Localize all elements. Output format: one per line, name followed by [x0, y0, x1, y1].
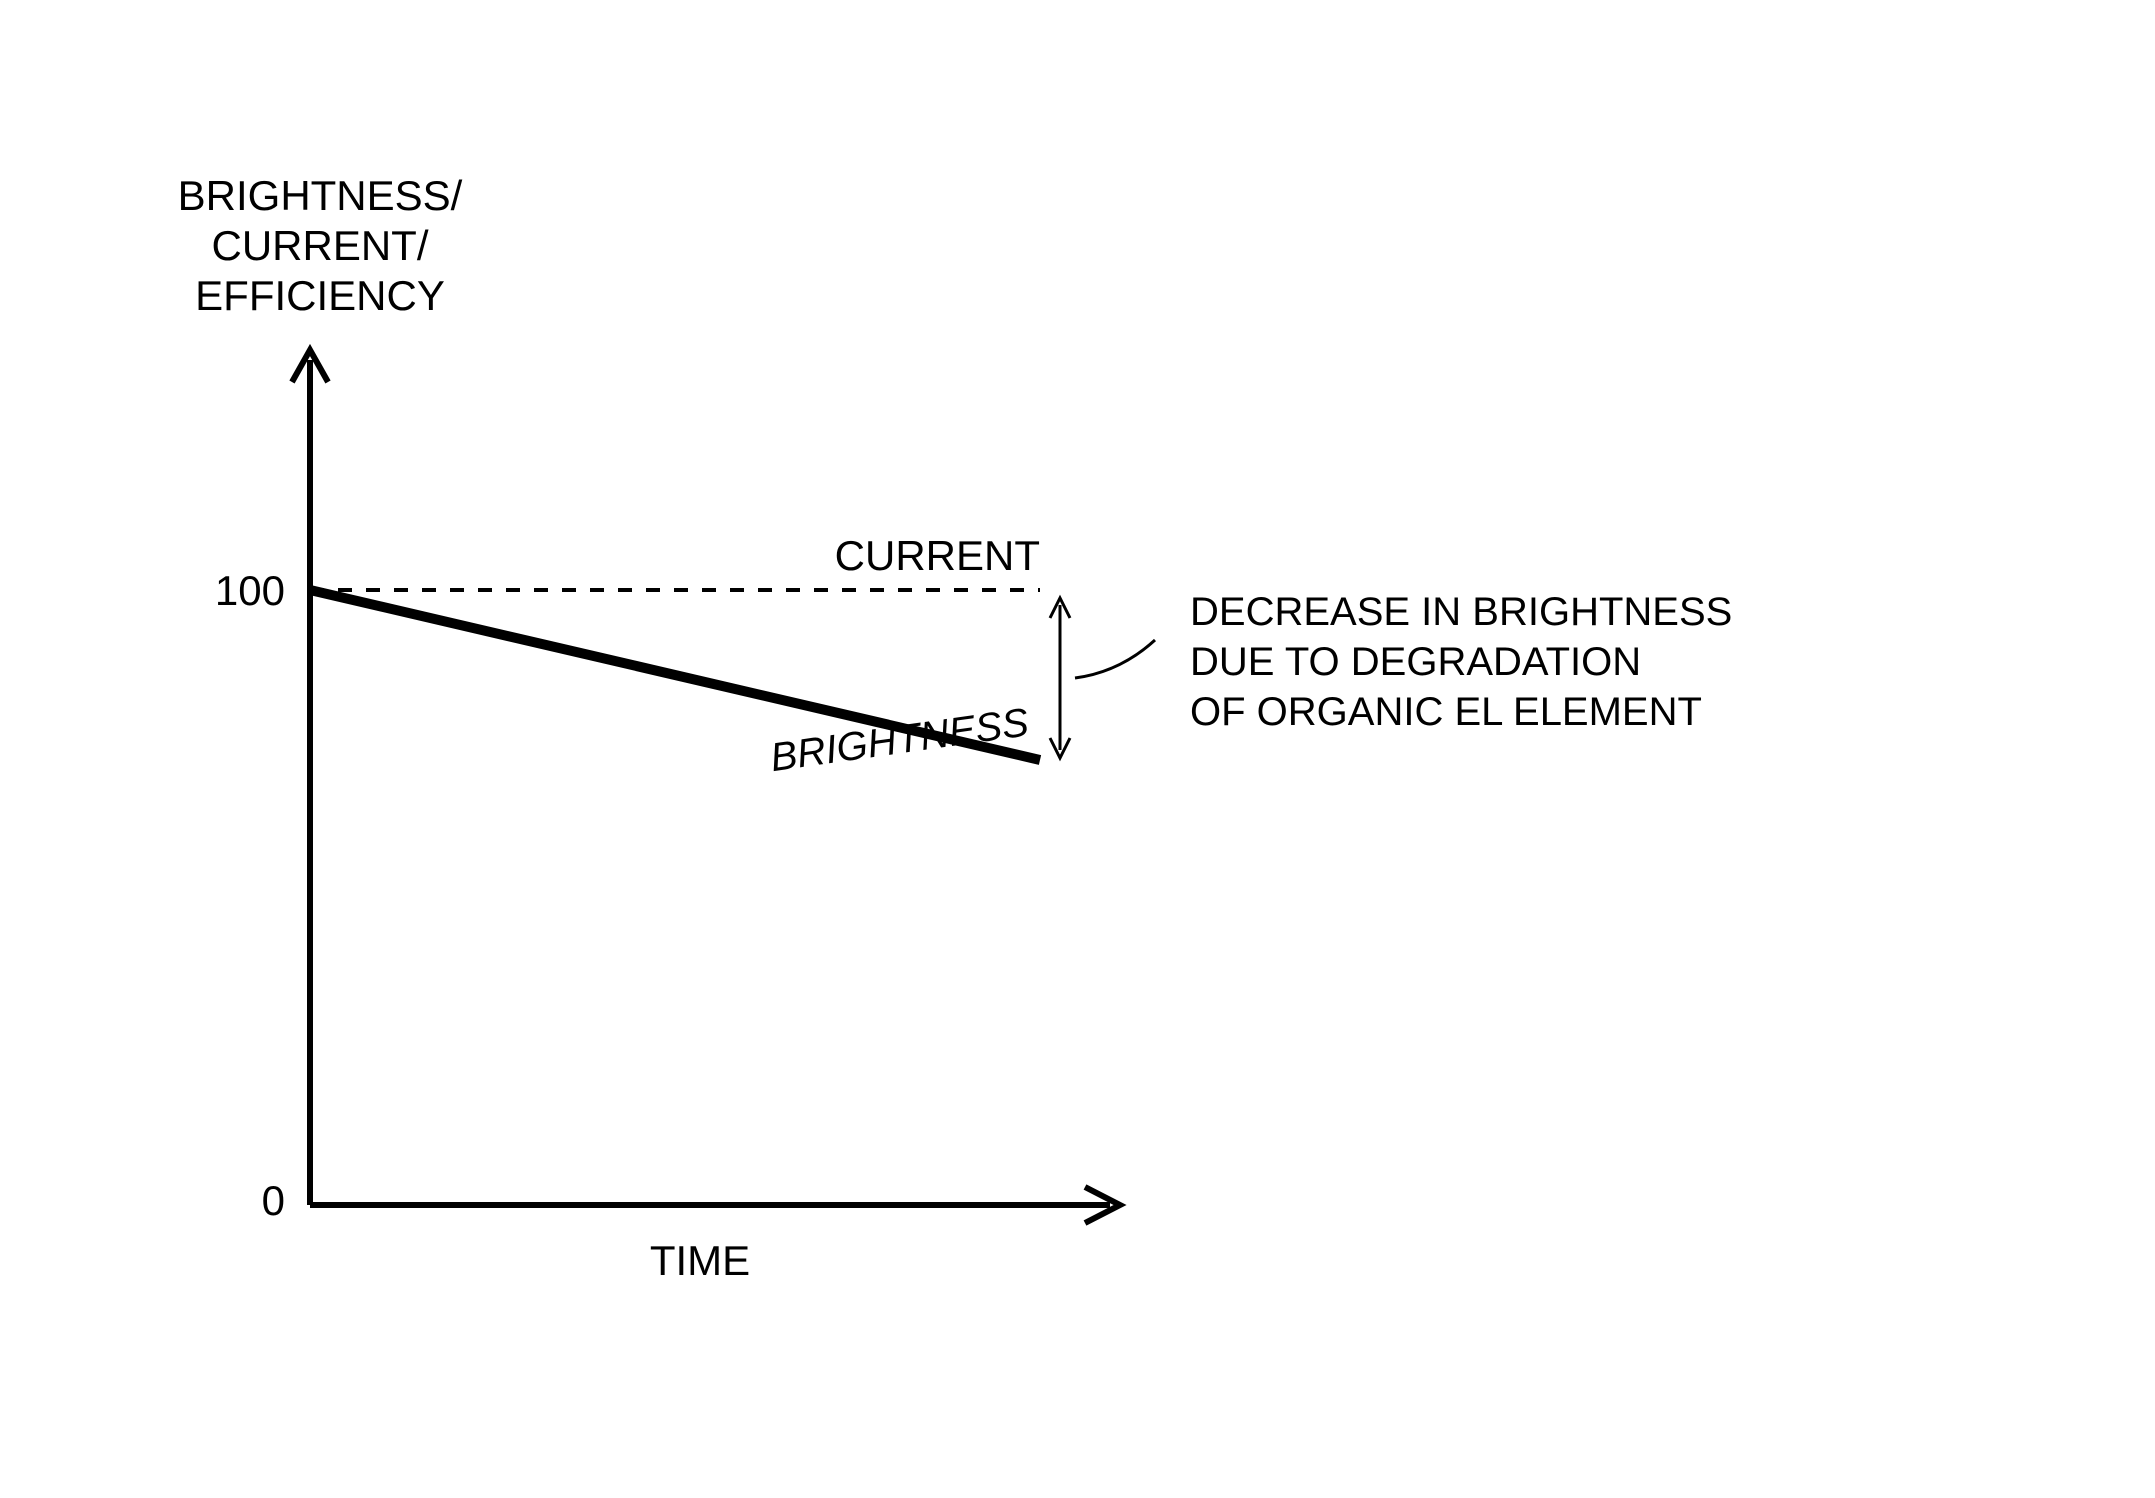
y-axis-label-line2: CURRENT/	[212, 222, 429, 269]
current-label: CURRENT	[835, 532, 1040, 579]
brightness-label: BRIGHTNESS	[768, 700, 1032, 780]
chart-container: BRIGHTNESS/ CURRENT/ EFFICIENCY 100 0 TI…	[0, 0, 2155, 1498]
annotation-line1: DECREASE IN BRIGHTNESS	[1190, 590, 1732, 634]
y-axis-label-line3: EFFICIENCY	[195, 272, 445, 319]
y-tick-100: 100	[215, 567, 285, 614]
y-tick-0: 0	[262, 1177, 285, 1224]
x-axis-label: TIME	[650, 1237, 750, 1284]
annotation-line3: OF ORGANIC EL ELEMENT	[1190, 690, 1702, 734]
y-axis-label-line1: BRIGHTNESS/	[178, 172, 463, 219]
chart-svg: BRIGHTNESS/ CURRENT/ EFFICIENCY 100 0 TI…	[0, 0, 2155, 1498]
leader-line	[1075, 640, 1155, 678]
annotation-line2: DUE TO DEGRADATION	[1190, 640, 1641, 684]
